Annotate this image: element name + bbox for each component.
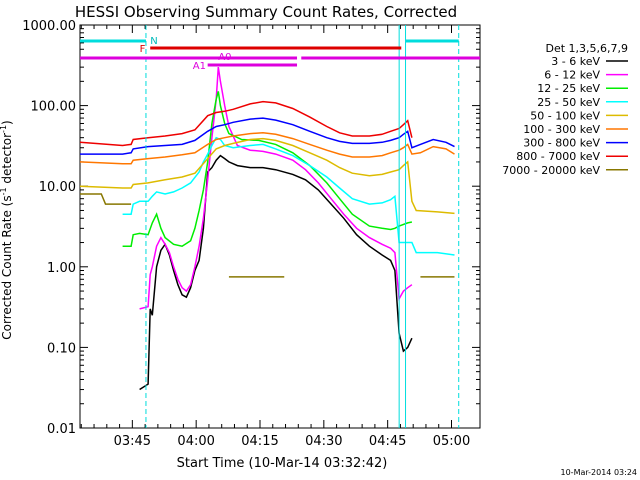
- footer-timestamp: 10-Mar-2014 03:24: [561, 468, 638, 477]
- series-line-50-100-kev: [79, 137, 455, 215]
- top-bar-label: N: [150, 36, 157, 47]
- x-tick-label: 04:15: [241, 434, 278, 449]
- x-tick-label: 04:30: [305, 434, 342, 449]
- legend-title: Det 1,3,5,6,7,9: [545, 42, 628, 55]
- series-line-7000-20000-kev: [80, 193, 132, 205]
- y-axis-label: Corrected Count Rate (s-1 detector-1): [0, 120, 14, 339]
- y-tick-label: 0.10: [47, 341, 76, 356]
- series-line-800-7000-kev: [79, 100, 413, 147]
- x-tick-label: 04:00: [177, 434, 214, 449]
- legend-entry-label: 6 - 12 keV: [544, 69, 600, 82]
- legend-entry-label: 800 - 7000 keV: [516, 150, 600, 163]
- plot-border: [79, 24, 481, 429]
- series-line-3-6-kev: [139, 154, 413, 391]
- attenuator-label-a1: A1: [193, 61, 206, 72]
- observing-markers: NF A0 A1: [80, 25, 480, 428]
- x-tick-label: 05:00: [433, 434, 470, 449]
- legend-entry-label: 300 - 800 keV: [523, 137, 600, 150]
- series-line-300-800-kev: [80, 117, 455, 155]
- y-axis-label-sup2: -1: [0, 125, 8, 133]
- series-line-12-25-kev: [122, 91, 413, 247]
- attenuator-label-a0: A0: [218, 52, 231, 63]
- y-tick-label: 100.00: [31, 100, 77, 115]
- series-line-100-300-kev: [79, 132, 455, 165]
- x-tick-label: 04:45: [369, 434, 406, 449]
- y-axis-label-close: ): [0, 120, 14, 125]
- y-axis: 1000.00 100.00 10.00 1.00 0.10 0.01: [22, 19, 480, 437]
- x-axis: 03:45 04:00 04:15 04:30 04:45 05:00: [80, 25, 470, 449]
- chart-title: HESSI Observing Summary Count Rates, Cor…: [75, 3, 457, 21]
- x-axis-label: Start Time (10-Mar-14 03:32:42): [177, 456, 388, 471]
- y-tick-label: 10.00: [39, 180, 76, 195]
- legend-entry-label: 50 - 100 keV: [530, 109, 600, 122]
- series-line-25-50-kev: [122, 136, 455, 256]
- legend-entry-label: 7000 - 20000 keV: [502, 164, 600, 177]
- legend-entry-label: 25 - 50 keV: [537, 96, 600, 109]
- x-tick-label: 03:45: [114, 434, 151, 449]
- y-tick-label: 0.01: [47, 422, 76, 437]
- y-axis-label-main: Corrected Count Rate (s: [0, 195, 14, 339]
- flare-bar-label: F: [140, 44, 146, 55]
- y-tick-label: 1.00: [47, 261, 76, 276]
- series-line-6-12-kev: [139, 66, 413, 310]
- y-axis-label-sup: -1: [0, 187, 8, 195]
- plot-frame: [79, 24, 481, 429]
- legend-entry-label: 3 - 6 keV: [551, 55, 600, 68]
- y-axis-label-tail: detector: [0, 133, 14, 188]
- legend-entry-label: 100 - 300 keV: [523, 123, 600, 136]
- y-tick-label: 1000.00: [22, 19, 76, 34]
- legend-entry-label: 12 - 25 keV: [537, 82, 600, 95]
- series-lines: [79, 66, 455, 391]
